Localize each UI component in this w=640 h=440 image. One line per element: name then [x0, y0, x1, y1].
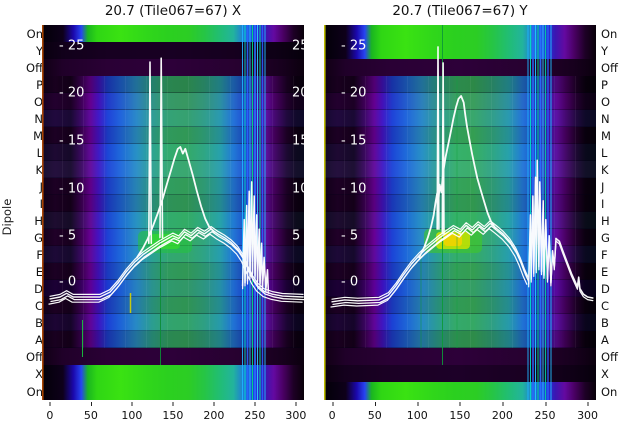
x-tick-label: 200 [492, 402, 513, 422]
x-tick-label: 100 [121, 402, 142, 422]
x-tick-label: 50 [368, 402, 382, 422]
dipole-tick-label: B [601, 316, 609, 331]
dipole-tick-label: On [601, 384, 618, 399]
dipole-tick-label: K [601, 162, 609, 177]
x-tick-label: 200 [203, 402, 224, 422]
dipole-tick-label: B [35, 316, 43, 331]
heatmap-y-svg: - 25 - 20 - 15 - 10 - 5 - 0 [324, 25, 596, 400]
heatmap-panel-x: - 25 - 20 - 15 - 10 - 5 - 0 25 20 15 10 … [42, 25, 304, 400]
svg-text:0: 0 [292, 275, 300, 290]
overlay-curves [330, 46, 594, 308]
svg-text:- 25: - 25 [59, 39, 84, 54]
dipole-tick-label: C [34, 299, 43, 314]
svg-text:- 15: - 15 [59, 134, 84, 149]
svg-text:- 25: - 25 [341, 39, 366, 54]
svg-text:10: 10 [292, 182, 304, 197]
svg-text:- 20: - 20 [341, 86, 366, 101]
heatmap-image [42, 25, 304, 400]
dipole-tick-label: E [601, 265, 609, 280]
svg-text:25: 25 [292, 39, 304, 54]
svg-text:15: 15 [292, 134, 304, 149]
svg-text:- 20: - 20 [59, 86, 84, 101]
dipole-tick-label: X [35, 367, 43, 382]
dipole-tick-label: I [10, 195, 43, 212]
svg-text:- 15: - 15 [341, 134, 366, 149]
svg-text:- 5: - 5 [59, 229, 76, 244]
dipole-tick-label: E [35, 265, 43, 280]
dipole-tick-label: O [601, 94, 611, 109]
x-tick-label: 250 [535, 402, 556, 422]
dipole-tick-label: Y [35, 43, 43, 58]
svg-text:5: 5 [292, 229, 300, 244]
dipole-axis-right: On Y Off P O N M L K J I H G F E D C B A Off X On [601, 25, 637, 400]
x-tick-label: 150 [162, 402, 183, 422]
dipole-tick-label: K [35, 162, 43, 177]
dipole-tick-label: D [34, 282, 43, 297]
dipole-tick-label: L [601, 145, 608, 160]
svg-text:- 0: - 0 [59, 275, 76, 290]
dipole-tick-label: P [601, 77, 608, 92]
dipole-tick-label: Off [601, 60, 618, 75]
dipole-tick-label: C [601, 299, 610, 314]
svg-text:20: 20 [292, 86, 304, 101]
x-tick-label: 150 [449, 402, 470, 422]
panel-title-x: 20.7 (Tile067=67) X [104, 3, 242, 19]
dipole-tick-label: M [601, 128, 611, 143]
overlay-curves [48, 57, 304, 305]
dipole-tick-label: On [26, 26, 43, 41]
panel-title-y: 20.7 (Tile067=67) Y [392, 3, 528, 19]
x-tick-label: 50 [84, 402, 98, 422]
dipole-tick-label: D [601, 282, 610, 297]
dipole-tick-label: F [601, 248, 608, 263]
dipole-tick-label: P [36, 77, 43, 92]
dipole-tick-label: Y [601, 43, 609, 58]
dipole-tick-label: G [34, 231, 43, 246]
x-tick-label: 100 [407, 402, 428, 422]
dipole-tick-label: Off [601, 350, 618, 365]
x-tick-label: 250 [244, 402, 265, 422]
overlay-axis-ticks-right-clipped: 25 20 15 10 5 0 [292, 39, 304, 290]
x-tick-label: 0 [46, 402, 53, 422]
dipole-tick-label: G [601, 231, 610, 246]
overlay-axis-ticks-left: - 25 - 20 - 15 - 10 - 5 - 0 [341, 39, 366, 290]
dipole-tick-label: On [26, 384, 43, 399]
svg-text:- 0: - 0 [341, 275, 358, 290]
dipole-tick-label: X [601, 367, 609, 382]
dipole-tick-label: H [601, 214, 610, 229]
heatmap-panel-y: - 25 - 20 - 15 - 10 - 5 - 0 [324, 25, 596, 400]
dipole-tick-label: Off [26, 350, 43, 365]
svg-text:- 5: - 5 [341, 229, 358, 244]
x-tick-label: 300 [577, 402, 598, 422]
x-axis-panel-y: 0 50 100 150 200 250 300 [324, 402, 598, 426]
dipole-tick-label: Off [26, 60, 43, 75]
dipole-tick-label: J [601, 179, 605, 194]
x-axis-panel-x: 0 50 100 150 200 250 300 [42, 402, 306, 426]
svg-text:- 10: - 10 [59, 182, 84, 197]
dipole-tick-label: M [33, 128, 43, 143]
dipole-tick-label: I [601, 196, 605, 211]
heatmap-image [324, 25, 596, 400]
x-tick-label: 0 [329, 402, 336, 422]
overlay-axis-ticks-left: - 25 - 20 - 15 - 10 - 5 - 0 [59, 39, 84, 290]
dipole-tick-label: A [35, 333, 43, 348]
svg-text:- 10: - 10 [341, 182, 366, 197]
dipole-tick-label: A [601, 333, 609, 348]
dipole-tick-label: L [36, 145, 43, 160]
dipole-tick-label: H [34, 214, 43, 229]
hot-spot [424, 229, 482, 253]
x-tick-label: 300 [285, 402, 306, 422]
dipole-tick-label: F [36, 248, 43, 263]
dipole-tick-label: N [601, 111, 610, 126]
dipole-tick-label: On [601, 26, 618, 41]
dipole-tick-label: O [33, 94, 43, 109]
dipole-tick-label: J [10, 178, 43, 195]
heatmap-x-svg: - 25 - 20 - 15 - 10 - 5 - 0 25 20 15 10 … [42, 25, 304, 400]
dipole-tick-label: N [34, 111, 43, 126]
